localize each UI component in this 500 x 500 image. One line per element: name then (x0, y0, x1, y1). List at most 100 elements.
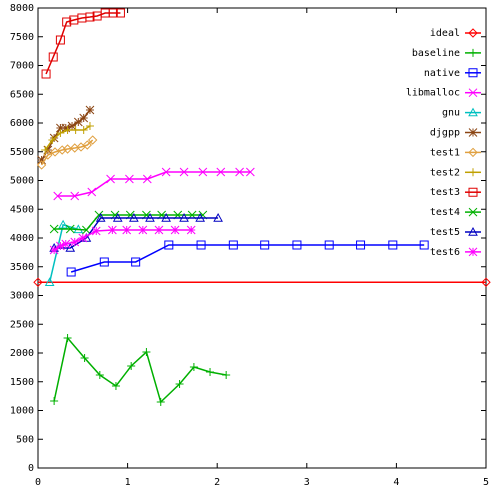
y-tick-label: 1000 (10, 406, 34, 417)
data-point (50, 147, 60, 157)
y-tick-label: 8000 (10, 3, 34, 14)
series-line (70, 244, 425, 273)
data-point (69, 15, 79, 25)
data-point (419, 240, 429, 250)
y-tick-label: 5500 (10, 147, 34, 158)
data-point (85, 12, 95, 22)
data-point (82, 225, 91, 235)
data-point (161, 212, 171, 222)
x-tick-label: 4 (393, 477, 399, 488)
data-point (161, 167, 171, 177)
legend-marker (468, 128, 478, 137)
legend-marker (468, 247, 478, 257)
data-point (56, 241, 65, 251)
legend-entry: libmalloc (406, 88, 481, 99)
data-point (53, 191, 63, 201)
series (53, 167, 255, 201)
data-point (179, 212, 189, 222)
data-point (87, 187, 97, 197)
y-tick-label: 0 (28, 463, 34, 474)
data-point (292, 240, 302, 250)
data-point (66, 267, 76, 277)
series (50, 334, 231, 406)
data-point (260, 240, 270, 250)
data-point (73, 117, 83, 127)
data-point (115, 8, 125, 18)
data-point (206, 367, 215, 376)
data-point (33, 277, 43, 287)
x-tick-label: 5 (483, 477, 489, 488)
legend-entry: test3 (430, 187, 481, 198)
data-point (122, 225, 132, 235)
y-tick-label: 4000 (10, 233, 34, 244)
data-point (125, 174, 134, 184)
data-point (111, 382, 120, 391)
data-point (189, 362, 198, 371)
data-point (127, 361, 136, 370)
legend-entry: native (424, 68, 481, 79)
data-point (41, 69, 51, 79)
data-point (170, 225, 180, 235)
y-tick-label: 500 (16, 434, 34, 445)
data-point (108, 225, 117, 235)
legend-label: test6 (430, 247, 460, 258)
y-tick-label: 1500 (10, 377, 34, 388)
y-tick-label: 6000 (10, 118, 34, 129)
legend-label: djgpp (430, 128, 460, 139)
data-point (77, 13, 87, 23)
data-point (228, 240, 238, 250)
data-point (356, 240, 366, 250)
y-tick-label: 6500 (10, 89, 34, 100)
data-point (129, 212, 139, 222)
data-point (216, 167, 226, 177)
data-point (164, 240, 174, 250)
data-point (36, 160, 47, 170)
y-tick-label: 4500 (10, 204, 34, 215)
data-point (112, 212, 123, 222)
data-point (131, 257, 141, 267)
data-point (175, 379, 184, 388)
data-point (79, 126, 88, 135)
series (41, 8, 125, 79)
series-line (53, 336, 227, 404)
legend-label: test4 (430, 207, 460, 218)
data-point (62, 17, 72, 27)
data-point (196, 240, 206, 250)
data-point (145, 212, 155, 222)
data-point (37, 155, 46, 165)
data-point (106, 174, 115, 184)
data-point (65, 242, 76, 252)
data-point (44, 277, 55, 286)
data-point (156, 397, 165, 406)
legend-label: test1 (430, 147, 460, 158)
legend-label: test5 (430, 227, 460, 238)
y-tick-label: 7000 (10, 61, 34, 72)
data-point (49, 245, 59, 255)
legend-marker (468, 88, 478, 98)
legend-label: libmalloc (406, 88, 460, 99)
legend-marker (469, 168, 477, 177)
data-point (63, 334, 72, 343)
legend-label: test2 (430, 167, 460, 178)
y-tick-label: 3500 (10, 262, 34, 273)
y-tick-label: 2000 (10, 348, 34, 359)
data-point (186, 225, 196, 235)
data-point (388, 240, 398, 250)
x-tick-label: 3 (304, 477, 310, 488)
data-point (62, 144, 73, 154)
data-point (65, 224, 75, 234)
data-point (61, 123, 71, 133)
legend-marker (468, 107, 478, 117)
data-point (99, 257, 109, 267)
data-point (95, 371, 104, 380)
legend-marker (468, 147, 478, 158)
data-point (67, 121, 77, 131)
legend-label: gnu (442, 108, 460, 119)
data-point (179, 167, 189, 177)
data-point (481, 277, 491, 287)
y-tick-label: 3000 (10, 291, 34, 302)
legend-label: test3 (430, 187, 460, 198)
legend-marker (468, 187, 478, 197)
data-point (213, 212, 223, 222)
